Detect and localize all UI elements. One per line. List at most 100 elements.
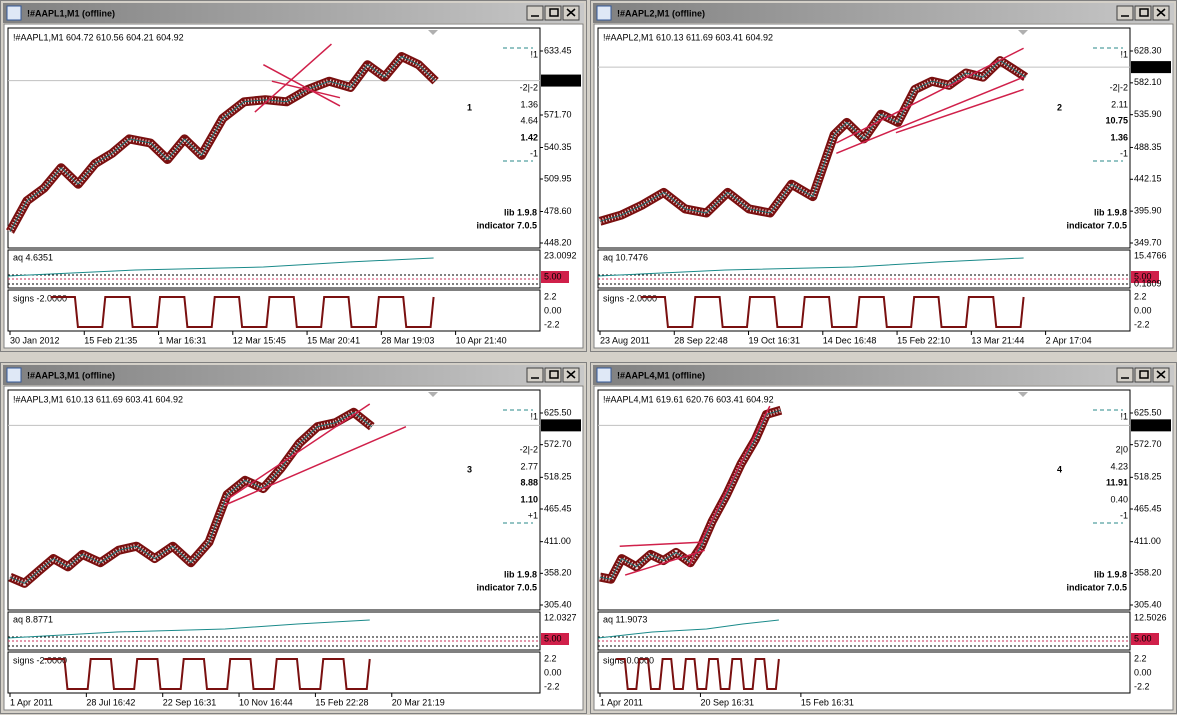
chart-window: !#AAPL1,M1 (offline) !#AAPL1,M1 604.72 61… (0, 0, 587, 352)
price-tick-label: 540.35 (544, 142, 572, 152)
window-icon (6, 5, 22, 21)
signs-tick-label: 2.2 (544, 653, 557, 663)
signs-label: signs -2.0000 (13, 655, 67, 665)
indicator-version: indicator 7.0.5 (476, 220, 537, 230)
price-tick-label: 465.45 (544, 503, 572, 513)
current-price-box (1131, 419, 1171, 432)
window-icon (596, 5, 612, 21)
minimize-button[interactable] (1116, 367, 1134, 383)
time-tick-label: 13 Mar 21:44 (971, 335, 1024, 345)
time-tick-label: 22 Sep 16:31 (163, 697, 217, 707)
price-tick-label: 488.35 (1134, 142, 1162, 152)
signs-pane (597, 289, 1131, 332)
time-tick-label: 15 Feb 16:31 (801, 697, 854, 707)
chart-client (593, 385, 1174, 711)
price-tick-label: 535.90 (1134, 109, 1162, 119)
trend-line (263, 64, 341, 107)
main-pane (7, 389, 541, 611)
stat-value: !1 (1120, 49, 1128, 59)
minimize-button[interactable] (526, 5, 544, 21)
aq-pane (597, 249, 1131, 289)
stat-value: +1 (528, 510, 538, 520)
signs-tick-label: 0.00 (1134, 305, 1152, 315)
chart-window: !#AAPL2,M1 (offline) !#AAPL2,M1 610.13 61… (590, 0, 1177, 352)
pane-marker (428, 30, 438, 35)
price-tick-label: 411.00 (1134, 536, 1161, 546)
minimize-button[interactable] (1116, 5, 1134, 21)
aq-level-box (1131, 271, 1159, 283)
current-price-label: 604.92 (1134, 420, 1162, 430)
time-tick-label: 15 Feb 22:28 (315, 697, 368, 707)
time-tick-label: 20 Sep 16:31 (700, 697, 754, 707)
aq-line (7, 619, 370, 639)
trend-line (624, 549, 705, 576)
chart-annotation-number: 1 (467, 102, 472, 112)
aq-tick-label: 23.0092 (544, 250, 577, 260)
stat-value: 0.40 (1110, 494, 1128, 504)
indicator-version: indicator 7.0.5 (1066, 220, 1127, 230)
price-tick-label: 518.25 (1134, 472, 1162, 482)
indicator-version: indicator 7.0.5 (1066, 582, 1127, 592)
stat-value: !1 (530, 49, 538, 59)
time-tick-label: 28 Mar 19:03 (381, 335, 434, 345)
signs-line (44, 658, 371, 690)
price-tick-label: 572.70 (544, 439, 572, 449)
main-pane (597, 389, 1131, 611)
window-title: !#AAPL4,M1 (offline) (617, 370, 705, 380)
stat-value: -2|-2 (1110, 82, 1128, 92)
stat-value: 1.36 (1110, 132, 1128, 142)
stat-value: -1 (1120, 148, 1128, 158)
trend-line (687, 405, 771, 568)
signs-pane (597, 651, 1131, 694)
time-tick-label: 1 Apr 2011 (10, 697, 53, 707)
chart-client (593, 23, 1174, 349)
button-glyphs (531, 370, 576, 379)
aq-tick-label: 5.00 (1134, 271, 1152, 281)
trend-line (271, 80, 341, 99)
title-bar (593, 3, 1174, 23)
price-tick-label: 305.40 (544, 599, 572, 609)
trend-line (835, 47, 1024, 144)
aq-label: aq 8.8771 (13, 614, 53, 624)
time-tick-label: 14 Dec 16:48 (823, 335, 877, 345)
signs-pane (7, 289, 541, 332)
price-tick-label: 448.20 (544, 237, 572, 247)
aq-tick-label: 15.4766 (1134, 250, 1167, 260)
signs-line (640, 296, 1025, 328)
minimize-button[interactable] (526, 367, 544, 383)
aq-tick-label: 5.00 (544, 633, 562, 643)
price-tick-label: 571.70 (544, 109, 572, 119)
chart-annotation-number: 2 (1057, 102, 1062, 112)
stat-dashes (503, 409, 533, 524)
aq-tick-label: 12.5026 (1134, 612, 1167, 622)
aq-level-box (541, 271, 569, 283)
time-tick-label: 15 Feb 21:35 (84, 335, 137, 345)
pane-marker (1018, 30, 1028, 35)
price-tick-label: 633.45 (544, 45, 572, 55)
stat-value: 10.75 (1105, 115, 1128, 125)
stat-value: 4.23 (1110, 461, 1128, 471)
aq-pane (7, 249, 541, 289)
stat-value: -1 (530, 148, 538, 158)
stat-value: !1 (530, 411, 538, 421)
stat-value: 8.88 (520, 477, 538, 487)
window-icon (596, 367, 612, 383)
window-icon (6, 367, 22, 383)
stat-value: 2.77 (520, 461, 538, 471)
time-tick-label: 23 Aug 2011 (600, 335, 650, 345)
price-line (599, 60, 1026, 222)
aq-level-box (541, 633, 569, 645)
title-bar (3, 365, 584, 385)
stat-value: !1 (1120, 411, 1128, 421)
window-title: !#AAPL2,M1 (offline) (617, 8, 705, 18)
trend-line (224, 403, 371, 502)
aq-tick-label: 5.00 (1134, 633, 1152, 643)
stat-value: -2|-2 (520, 82, 538, 92)
title-bar (3, 3, 584, 23)
current-price-label: 604.92 (544, 420, 572, 430)
chart-annotation-number: 3 (467, 464, 472, 474)
aq-line (597, 619, 779, 639)
stat-dashes (1093, 409, 1123, 524)
price-tick-label: 628.30 (1134, 45, 1162, 55)
